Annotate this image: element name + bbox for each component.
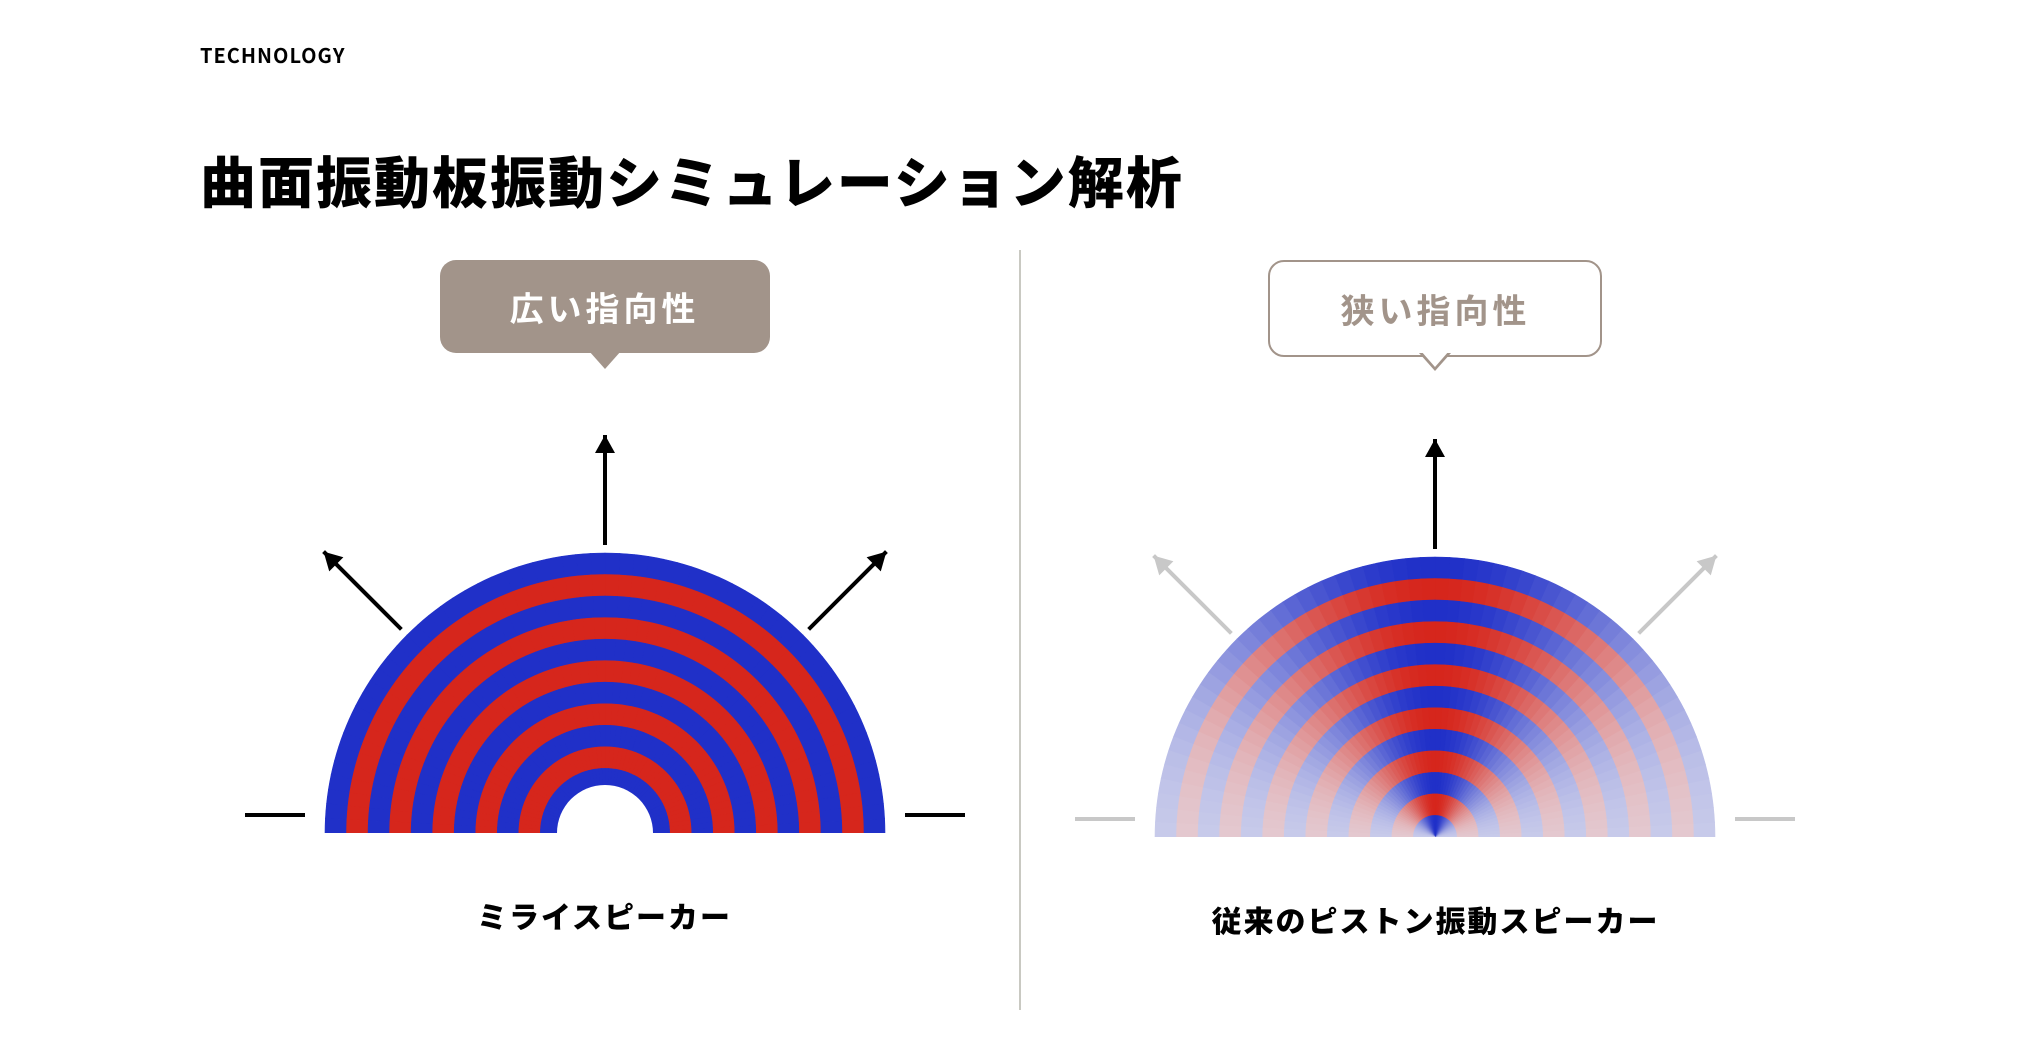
direction-arrow-icon — [1639, 556, 1717, 634]
right-sim — [1075, 367, 1795, 887]
right-sim-svg — [1075, 367, 1795, 887]
left-sim-svg — [245, 363, 965, 883]
direction-arrow-icon — [323, 552, 401, 630]
direction-arrow-icon — [1425, 439, 1445, 549]
direction-arrow-icon — [808, 552, 886, 630]
direction-arrow-icon — [905, 805, 965, 825]
right-column: 狭い指向性 従来のピストン振動スピーカー — [1031, 250, 1840, 1010]
direction-arrow-icon — [1154, 556, 1232, 634]
page-title: 曲面振動板振動シミュレーション解析 — [200, 139, 1840, 220]
left-bubble-text: 広い指向性 — [510, 282, 700, 331]
right-bubble: 狭い指向性 — [1268, 260, 1602, 357]
left-column: 広い指向性 ミライスピーカー — [200, 250, 1009, 1010]
columns: 広い指向性 ミライスピーカー 狭い指向性 従来のピストン振動スピーカー — [200, 250, 1840, 1010]
right-caption: 従来のピストン振動スピーカー — [1211, 897, 1659, 941]
direction-arrow-icon — [245, 805, 305, 825]
left-bubble: 広い指向性 — [440, 260, 770, 353]
eyebrow-label: TECHNOLOGY — [200, 40, 1840, 69]
direction-arrow-icon — [1735, 809, 1795, 829]
page: TECHNOLOGY 曲面振動板振動シミュレーション解析 広い指向性 ミライスピ… — [0, 0, 2040, 1052]
left-sim — [245, 363, 965, 883]
direction-arrow-icon — [1075, 809, 1135, 829]
right-bubble-text: 狭い指向性 — [1340, 284, 1530, 333]
direction-arrow-icon — [595, 435, 615, 545]
column-divider — [1019, 250, 1021, 1010]
left-caption: ミライスピーカー — [477, 893, 732, 937]
